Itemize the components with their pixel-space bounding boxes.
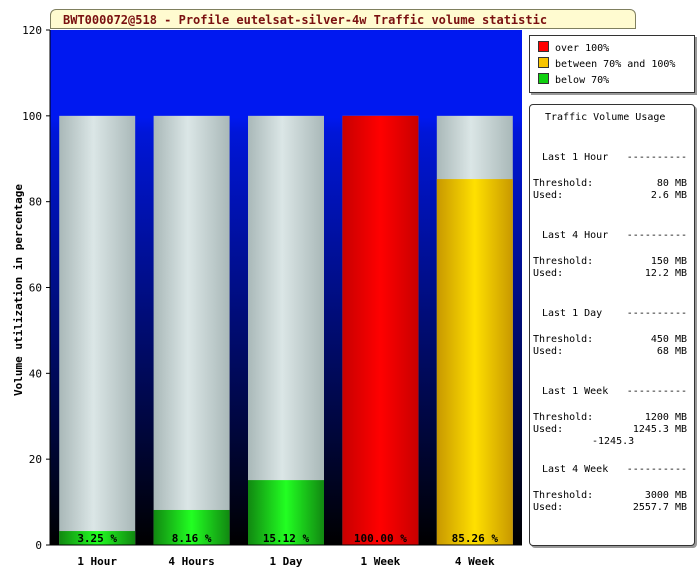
legend-label: below 70%: [555, 75, 610, 86]
used-label: Used:: [533, 502, 564, 513]
period-dash: ----------: [626, 386, 687, 397]
traffic-usage-panel: Traffic Volume Usage Last 1 Hour --------…: [529, 104, 695, 546]
threshold-value: 150 MB: [650, 256, 687, 267]
x-tick-label: 1 Day: [269, 555, 302, 568]
usage-section-4-week: Last 4 Week ---------- Threshold: 3000 MB …: [533, 464, 692, 514]
legend-item-below: below 70%: [538, 73, 609, 87]
chart-title: BWT000072@518 - Profile eutelsat-silver-…: [50, 9, 636, 29]
y-axis-title: Volume utilization in percentage: [12, 184, 25, 396]
bar-value-label: 3.25 %: [77, 532, 117, 545]
period-header: Last 4 Hour: [542, 230, 609, 241]
used-value: 1245.3 MB: [632, 424, 687, 435]
x-axis: 1 Hour 4 Hours 1 Day 1 Week 4 Week: [50, 544, 522, 568]
legend-item-over: over 100%: [538, 41, 609, 55]
bar-track: [59, 115, 136, 545]
legend: over 100% between 70% and 100% below 70%: [529, 35, 695, 93]
bar-4-hours: [153, 509, 230, 545]
bar-1-week: [342, 115, 419, 545]
used-value: 12.2 MB: [644, 268, 687, 279]
threshold-value: 3000 MB: [644, 490, 687, 501]
bar-1-day: [248, 480, 324, 545]
x-tick-label: 4 Hours: [168, 555, 214, 568]
usage-title: Traffic Volume Usage: [545, 112, 666, 123]
threshold-value: 80 MB: [656, 178, 687, 189]
threshold-label: Threshold:: [533, 334, 594, 345]
y-tick-label: 20: [29, 453, 42, 466]
x-tick-label: 1 Hour: [77, 555, 117, 568]
period-dash: ----------: [626, 308, 687, 319]
period-dash: ----------: [626, 464, 687, 475]
bars-group: 3.25 % 8.16 % 15.12 % 100.00 % 85.26 %: [59, 115, 513, 545]
used-label: Used:: [533, 268, 564, 279]
used-value: 68 MB: [656, 346, 687, 357]
used-value: 2.6 MB: [650, 190, 687, 201]
period-header: Last 1 Hour: [542, 152, 609, 163]
used-label: Used:: [533, 190, 564, 201]
legend-swatch-below: [538, 73, 549, 84]
period-header: Last 1 Day: [542, 308, 603, 319]
y-axis: 0 20 40 60 80 100 120: [22, 24, 51, 552]
used-label: Used:: [533, 346, 564, 357]
legend-item-between: between 70% and 100%: [538, 57, 675, 71]
used-label: Used:: [533, 424, 564, 435]
used-extra-value: -1245.3: [592, 436, 635, 447]
usage-section-4-hour: Last 4 Hour ---------- Threshold: 150 MB U…: [533, 230, 692, 280]
y-tick-label: 0: [35, 539, 42, 552]
y-tick-label: 60: [29, 282, 42, 295]
legend-label: over 100%: [555, 43, 610, 54]
usage-section-1-hour: Last 1 Hour ---------- Threshold: 80 MB Us…: [533, 152, 692, 202]
threshold-label: Threshold:: [533, 490, 594, 501]
period-header: Last 4 Week: [542, 464, 609, 475]
period-dash: ----------: [626, 152, 687, 163]
bar-value-label: 8.16 %: [172, 532, 212, 545]
threshold-label: Threshold:: [533, 412, 594, 423]
y-tick-label: 100: [22, 110, 42, 123]
threshold-label: Threshold:: [533, 256, 594, 267]
usage-section-1-day: Last 1 Day ---------- Threshold: 450 MB Us…: [533, 308, 692, 358]
used-value: 2557.7 MB: [632, 502, 687, 513]
bar-track: [153, 115, 230, 545]
bar-value-label: 15.12 %: [263, 532, 310, 545]
y-tick-label: 80: [29, 196, 42, 209]
x-tick-label: 4 Week: [455, 555, 495, 568]
legend-label: between 70% and 100%: [555, 59, 676, 70]
y-tick-label: 40: [29, 367, 42, 380]
threshold-label: Threshold:: [533, 178, 594, 189]
bar-4-week: [436, 179, 513, 545]
legend-swatch-over: [538, 41, 549, 52]
bar-value-label: 100.00 %: [354, 532, 407, 545]
period-dash: ----------: [626, 230, 687, 241]
legend-swatch-between: [538, 57, 549, 68]
bar-1-hour: [59, 531, 136, 545]
bar-track: [248, 115, 324, 545]
period-header: Last 1 Week: [542, 386, 609, 397]
threshold-value: 1200 MB: [644, 412, 687, 423]
y-tick-label: 120: [22, 24, 42, 37]
x-tick-label: 1 Week: [361, 555, 401, 568]
usage-section-1-week: Last 1 Week ---------- Threshold: 1200 MB …: [533, 386, 692, 448]
bar-value-label: 85.26 %: [452, 532, 499, 545]
threshold-value: 450 MB: [650, 334, 687, 345]
